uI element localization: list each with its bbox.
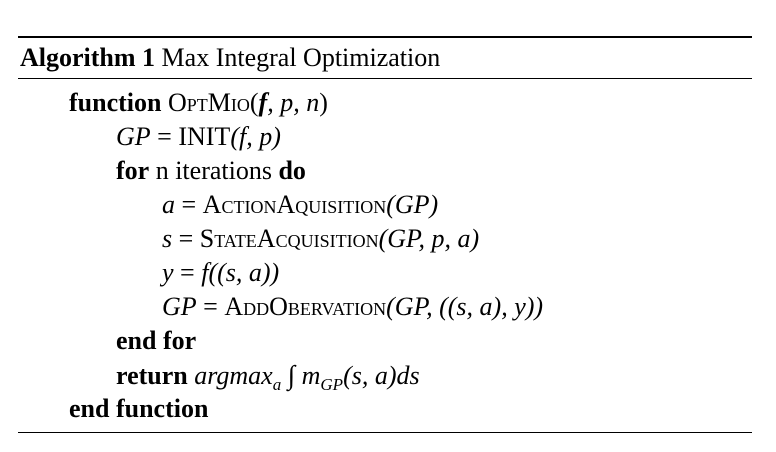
- algorithm-label: Algorithm 1: [20, 43, 156, 72]
- fn-name: ActionAquisition: [202, 190, 387, 219]
- algorithm-caption: Algorithm 1 Max Integral Optimization: [18, 38, 752, 78]
- line-function: function OptMio(f, p, n): [18, 86, 752, 120]
- lhs: y: [162, 258, 174, 287]
- line-init: GP = INIT(f, p): [18, 120, 752, 154]
- open-paren: (: [249, 88, 259, 117]
- fn-name: INIT: [178, 122, 231, 151]
- algorithm-body: function OptMio(f, p, n) GP = INIT(f, p)…: [18, 79, 752, 432]
- lhs: GP: [116, 122, 151, 151]
- fn-args: (GP): [386, 190, 439, 219]
- fn-name: AddObervation: [224, 292, 387, 321]
- lhs: GP: [162, 292, 197, 321]
- equals: =: [172, 224, 200, 253]
- line-end-for: end for: [18, 324, 752, 358]
- line-for: for n iterations do: [18, 154, 752, 188]
- line-evaluate: y = f((s, a)): [18, 256, 752, 290]
- bottom-rule: [18, 432, 752, 433]
- keyword-do: do: [278, 156, 306, 185]
- algorithm-box: Algorithm 1 Max Integral Optimization fu…: [18, 36, 752, 433]
- argmax: argmax: [194, 361, 273, 390]
- equals: =: [173, 258, 202, 287]
- equals: =: [150, 122, 179, 151]
- algorithm-title: Max Integral Optimization: [161, 43, 441, 72]
- for-text: n iterations: [149, 156, 279, 185]
- keyword-function: function: [69, 88, 162, 117]
- close-paren: ): [319, 88, 328, 117]
- equals: =: [175, 190, 203, 219]
- equals: =: [196, 292, 225, 321]
- line-state: s = StateAcquisition(GP, p, a): [18, 222, 752, 256]
- lhs: s: [162, 224, 173, 253]
- lhs: a: [162, 190, 175, 219]
- keyword-return: return: [116, 361, 188, 390]
- fn-args: (GP, ((s, a), y)): [386, 292, 544, 321]
- mean-subscript: GP: [320, 375, 344, 394]
- line-end-function: end function: [18, 392, 752, 426]
- integral-sign: ∫: [287, 360, 296, 390]
- mean-function: m: [301, 361, 321, 390]
- fn-args: (f, p): [230, 122, 281, 151]
- param-f: f: [258, 88, 268, 117]
- keyword-for: for: [116, 156, 150, 185]
- argmax-subscript: a: [272, 375, 282, 394]
- top-rule: [18, 36, 752, 38]
- keyword-end-function: end function: [69, 394, 209, 423]
- caption-rule: [18, 78, 752, 79]
- fn-name: StateAcquisition: [199, 224, 379, 253]
- params-rest: , p, n: [267, 88, 320, 117]
- fn-args: (GP, p, a): [378, 224, 480, 253]
- line-add-observation: GP = AddObervation(GP, ((s, a), y)): [18, 290, 752, 324]
- return-tail: (s, a)ds: [343, 361, 420, 390]
- rhs: f((s, a)): [201, 258, 280, 287]
- procedure-name: OptMio: [167, 88, 250, 117]
- keyword-end-for: end for: [116, 326, 197, 355]
- line-action: a = ActionAquisition(GP): [18, 188, 752, 222]
- line-return: return argmaxa ∫ mGP(s, a)ds: [18, 358, 752, 394]
